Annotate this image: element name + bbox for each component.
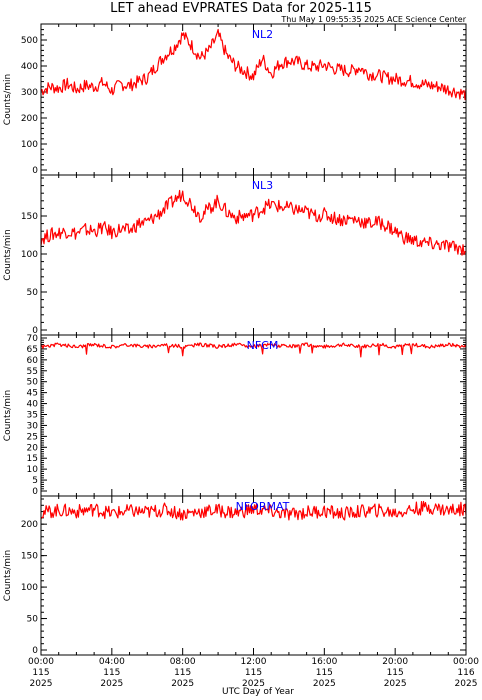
x-tick-label-time: 04:00 <box>99 657 125 667</box>
chart-title: LET ahead EVPRATES Data for 2025-115 <box>110 1 372 16</box>
y-tick-label: 300 <box>21 88 38 98</box>
x-tick-label-year: 2025 <box>455 679 478 689</box>
series-line-nl3 <box>40 189 467 256</box>
panel-nformat: 0 50 100 150 200 Counts/min NFORMAT <box>3 495 467 656</box>
y-tick-label: 150 <box>21 552 38 562</box>
y-tick-label: 100 <box>21 583 38 593</box>
x-tick-label-year: 2025 <box>171 679 194 689</box>
y-tick-label: 50 <box>27 615 39 625</box>
series-line-nfcm <box>40 342 467 358</box>
x-tick-label-year: 2025 <box>313 679 336 689</box>
y-axis-label: Counts/min <box>3 229 13 280</box>
x-tick-label-time: 00:00 <box>453 657 479 667</box>
x-tick-label-day: 115 <box>174 668 191 678</box>
chart-subtitle: Thu May 1 09:55:35 2025 ACE Science Cent… <box>280 15 466 24</box>
y-tick-label: 50 <box>27 378 39 388</box>
y-tick-label: 25 <box>27 432 38 442</box>
y-tick-label: 45 <box>27 389 38 399</box>
y-tick-label: 200 <box>21 114 38 124</box>
y-tick-label: 150 <box>21 212 38 222</box>
panel-nl3: 0 50 100 150 Counts/min NL3 <box>3 174 467 336</box>
x-tick-label-time: 20:00 <box>382 657 408 667</box>
x-tick-label-day: 115 <box>387 668 404 678</box>
x-tick-label-day: 115 <box>32 668 49 678</box>
y-tick-label: 55 <box>27 367 38 377</box>
panel-label: NL3 <box>252 179 273 192</box>
y-axis-label: Counts/min <box>3 74 13 125</box>
y-tick-label: 400 <box>21 62 38 72</box>
y-tick-label: 20 <box>27 443 39 453</box>
series-line-nl2 <box>40 28 467 101</box>
y-tick-label: 60 <box>27 356 39 366</box>
y-tick-label: 50 <box>27 288 39 298</box>
y-tick-label: 35 <box>27 411 38 421</box>
y-tick-label: 0 <box>32 326 38 336</box>
x-tick-label-year: 2025 <box>242 679 265 689</box>
y-tick-label: 5 <box>32 476 38 486</box>
panel-nl2: 0 100 200 300 400 500 Counts/min NL2 <box>3 23 467 176</box>
y-tick-label: 65 <box>27 345 38 355</box>
panel-label: NL2 <box>252 28 273 41</box>
y-axis-label: Counts/min <box>3 550 13 601</box>
plot-frame <box>40 495 467 656</box>
x-tick-label-day: 115 <box>103 668 120 678</box>
x-tick-label-time: 08:00 <box>170 657 196 667</box>
y-axis-label: Counts/min <box>3 390 13 441</box>
panels-group: 0100200300400500Counts/minNL2050100150Co… <box>3 23 467 656</box>
y-tick-label: 200 <box>21 520 38 530</box>
y-tick-label: 0 <box>32 487 38 497</box>
y-tick-label: 30 <box>27 421 39 431</box>
plot-frame <box>40 334 467 497</box>
x-tick-label-year: 2025 <box>384 679 407 689</box>
x-tick-label-time: 12:00 <box>241 657 267 667</box>
y-tick-label: 100 <box>21 250 38 260</box>
x-tick-label-year: 2025 <box>30 679 53 689</box>
y-tick-label: 40 <box>27 400 39 410</box>
plot-frame <box>40 174 467 336</box>
y-tick-label: 500 <box>21 36 38 46</box>
x-axis-label: UTC Day of Year <box>222 687 294 697</box>
series-line-nformat <box>40 500 467 521</box>
x-tick-label-time: 16:00 <box>311 657 337 667</box>
y-tick-label: 0 <box>32 646 38 656</box>
y-tick-label: 70 <box>27 334 39 344</box>
x-tick-label-day: 115 <box>316 668 333 678</box>
y-tick-label: 100 <box>21 140 38 150</box>
y-tick-label: 15 <box>27 454 38 464</box>
panel-label: NFORMAT <box>236 500 290 513</box>
panel-label: NFCM <box>247 339 279 352</box>
x-axis: 00:00115202504:00115202508:00115202512:0… <box>28 657 479 689</box>
x-tick-label-time: 00:00 <box>28 657 54 667</box>
plot-frame <box>40 23 467 176</box>
x-tick-label-day: 116 <box>457 668 474 678</box>
x-tick-label-day: 115 <box>245 668 262 678</box>
y-tick-label: 10 <box>27 465 39 475</box>
x-tick-label-year: 2025 <box>100 679 123 689</box>
y-tick-label: 0 <box>32 166 38 176</box>
